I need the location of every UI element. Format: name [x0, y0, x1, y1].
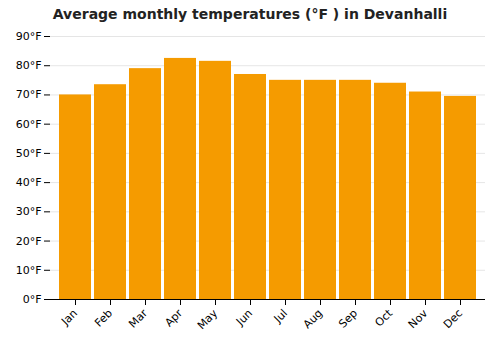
- svg-text:May: May: [195, 306, 221, 332]
- svg-text:50°F: 50°F: [16, 147, 42, 160]
- svg-text:Oct: Oct: [372, 306, 395, 329]
- svg-text:10°F: 10°F: [16, 264, 42, 277]
- svg-text:Jul: Jul: [271, 307, 290, 326]
- svg-text:60°F: 60°F: [16, 118, 42, 131]
- svg-text:80°F: 80°F: [16, 59, 42, 72]
- svg-text:0°F: 0°F: [23, 293, 42, 306]
- html-text:Average monthly temperatures (: Average monthly temperatures (°F ) in De…: [52, 6, 448, 22]
- svg-text:40°F: 40°F: [16, 176, 42, 189]
- svg-text:90°F: 90°F: [16, 30, 42, 43]
- svg-text:Jun: Jun: [233, 307, 255, 329]
- svg-text:Apr: Apr: [162, 306, 185, 329]
- svg-text:70°F: 70°F: [16, 88, 42, 101]
- svg-text:Feb: Feb: [92, 307, 115, 330]
- svg-text:Mar: Mar: [126, 306, 150, 330]
- svg-text:Sep: Sep: [336, 307, 360, 331]
- svg-text:30°F: 30°F: [16, 205, 42, 218]
- svg-text:Dec: Dec: [441, 307, 465, 331]
- svg-text:Nov: Nov: [406, 306, 431, 331]
- svg-text:Aug: Aug: [301, 307, 325, 331]
- svg-text:Jan: Jan: [58, 307, 80, 329]
- svg-text:20°F: 20°F: [16, 235, 42, 248]
